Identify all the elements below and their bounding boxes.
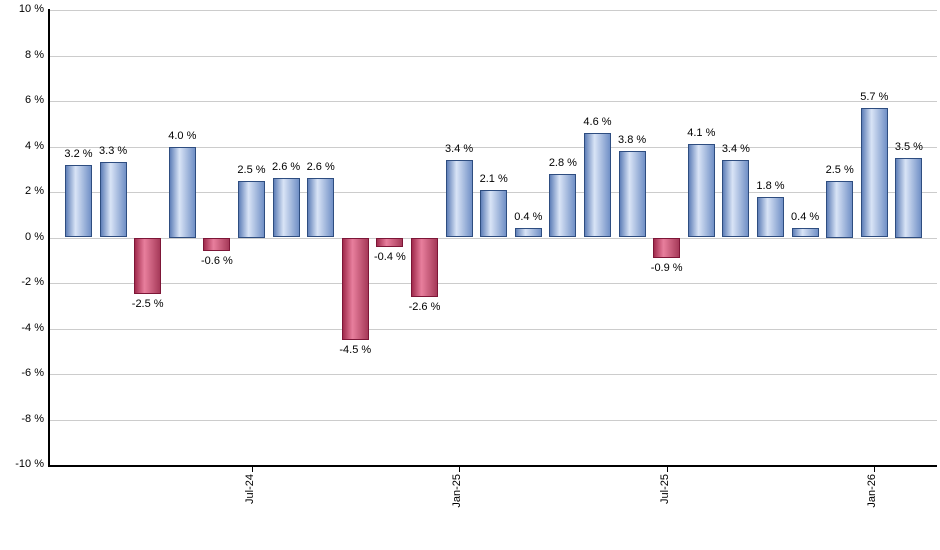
bar-positive xyxy=(791,228,819,238)
bar-value-label: 4.6 % xyxy=(583,115,612,128)
bar-value-label: 5.7 % xyxy=(860,90,889,103)
bar-value-label: 0.4 % xyxy=(514,211,543,224)
x-axis-tick xyxy=(251,465,253,472)
y-axis-tick-label: 8 % xyxy=(25,48,44,61)
bar-positive xyxy=(445,160,473,238)
bar-positive xyxy=(307,178,335,238)
y-axis-tick-label: 2 % xyxy=(25,185,44,197)
bar-negative xyxy=(653,237,681,258)
bar-value-label: 0.4 % xyxy=(791,211,820,224)
y-axis-line xyxy=(48,9,50,467)
bar-value-label: 1.8 % xyxy=(756,179,785,192)
x-axis-tick-label: Jan-26 xyxy=(866,474,879,508)
bar-value-label: 2.6 % xyxy=(272,161,301,174)
bar-value-label: 4.1 % xyxy=(687,127,716,140)
bar-positive xyxy=(860,107,888,238)
y-axis-tick-label: -4 % xyxy=(21,321,44,334)
bar-positive xyxy=(584,132,611,238)
y-axis-tick-label: -6 % xyxy=(21,367,44,379)
bar-value-label: 2.8 % xyxy=(548,156,577,169)
x-axis-tick xyxy=(459,465,461,472)
bar-positive xyxy=(618,151,646,238)
gridline xyxy=(49,146,937,148)
y-axis-tick-label: 6 % xyxy=(25,94,44,106)
bar-positive xyxy=(99,162,127,238)
bar-positive xyxy=(238,180,265,238)
bar-value-label: -4.5 % xyxy=(339,343,372,356)
y-axis-tick-label: -10 % xyxy=(15,458,44,470)
bar-value-label: -2.6 % xyxy=(408,300,441,313)
gridline xyxy=(49,10,937,11)
bar-value-label: 3.4 % xyxy=(445,143,474,156)
y-axis-tick-label: -8 % xyxy=(21,412,44,425)
bar-value-label: 3.4 % xyxy=(721,143,750,156)
gridline xyxy=(49,101,937,102)
bar-negative xyxy=(411,237,438,297)
y-axis-tick-label: 10 % xyxy=(18,3,44,15)
bar-positive xyxy=(722,160,750,238)
x-axis-tick-label: Jan-25 xyxy=(451,474,464,508)
bar-value-label: 2.5 % xyxy=(825,163,854,176)
gridline xyxy=(49,374,937,375)
bar-negative xyxy=(376,237,404,247)
x-axis-tick-label: Jul-25 xyxy=(658,474,671,504)
bar-positive xyxy=(549,173,577,238)
bar-value-label: -0.4 % xyxy=(373,250,406,263)
bar-negative xyxy=(341,237,369,340)
x-axis-tick xyxy=(666,465,668,472)
bar-value-label: -0.6 % xyxy=(200,255,233,268)
bar-positive xyxy=(168,146,196,238)
bar-value-label: 3.5 % xyxy=(894,140,923,153)
bar-value-label: 3.2 % xyxy=(64,147,93,160)
gridline xyxy=(49,328,937,330)
bar-positive xyxy=(514,228,542,238)
bar-value-label: -0.9 % xyxy=(650,261,683,274)
bar-value-label: 2.1 % xyxy=(479,172,508,185)
bar-positive xyxy=(826,180,854,238)
y-axis-tick-label: -2 % xyxy=(21,276,44,288)
gridline xyxy=(49,55,937,57)
gridline xyxy=(49,237,937,239)
bar-positive xyxy=(480,189,508,238)
bar-value-label: 2.5 % xyxy=(237,163,266,176)
bar-negative xyxy=(134,237,162,295)
y-axis-tick-label: 0 % xyxy=(25,230,44,243)
bar-value-label: 2.6 % xyxy=(306,161,335,174)
bar-value-label: 4.0 % xyxy=(168,129,197,142)
bar-positive xyxy=(895,157,923,238)
bar-negative xyxy=(203,237,231,252)
bar-positive xyxy=(272,178,300,238)
bar-value-label: -2.5 % xyxy=(131,298,164,311)
y-axis-tick-label: 4 % xyxy=(25,139,44,152)
x-axis-tick-label: Jul-24 xyxy=(243,474,256,504)
bar-positive xyxy=(757,196,784,238)
gridline xyxy=(49,419,937,421)
x-axis-tick xyxy=(874,465,876,472)
gridline xyxy=(49,283,937,284)
x-axis-line xyxy=(48,465,937,467)
bar-value-label: 3.3 % xyxy=(99,145,128,158)
bar-value-label: 3.8 % xyxy=(618,134,647,147)
bar-positive xyxy=(65,164,92,238)
bar-positive xyxy=(687,144,715,238)
